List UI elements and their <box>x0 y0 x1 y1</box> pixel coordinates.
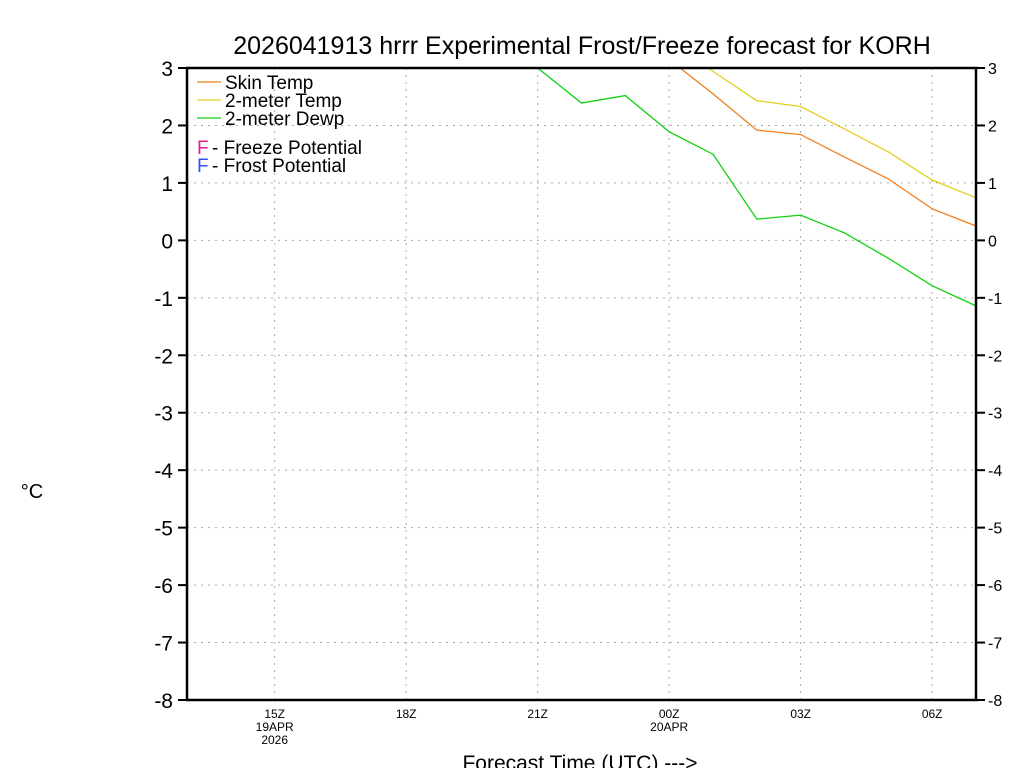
series-line-2-meter-dewp <box>537 68 976 307</box>
y-tick-label-right: -8 <box>988 693 1002 710</box>
annotation-marker: F <box>197 138 209 159</box>
data-point <box>580 102 583 104</box>
y-tick-label-right: -3 <box>988 406 1002 423</box>
x-tick-label: 06Z <box>922 707 943 721</box>
data-point <box>931 208 933 210</box>
y-tick-label-left: 3 <box>161 58 173 81</box>
x-tick-label: 00Z <box>659 707 680 721</box>
data-point <box>668 131 670 133</box>
data-point <box>712 93 714 95</box>
y-tick-label-left: -4 <box>154 460 173 483</box>
y-tick-label-left: -7 <box>154 633 173 656</box>
data-point <box>843 156 846 158</box>
x-tick-label: 19APR <box>256 720 294 734</box>
y-tick-label-right: 0 <box>988 233 997 250</box>
series-lines <box>537 68 976 307</box>
y-tick-label-right: 1 <box>988 176 997 193</box>
y-axis-label: °C <box>21 481 43 503</box>
y-tick-label-left: -3 <box>154 403 173 426</box>
y-tick-label-right: -6 <box>988 578 1002 595</box>
y-tick-label-left: -5 <box>154 518 173 541</box>
legend-label: 2-meter Dewp <box>225 109 344 130</box>
x-tick-label: 2026 <box>261 733 288 747</box>
data-point <box>756 218 758 220</box>
y-tick-label-left: -6 <box>154 575 173 598</box>
legend-label: Skin Temp <box>225 73 313 94</box>
plot-frame <box>185 66 978 702</box>
data-point <box>843 232 846 234</box>
annotation-label: - Frost Potential <box>212 156 346 177</box>
y-tick-label-right: -1 <box>988 291 1002 308</box>
data-point <box>931 285 933 287</box>
grid-lines <box>187 67 976 701</box>
chart-title: 2026041913 hrrr Experimental Frost/Freez… <box>233 32 931 60</box>
y-tick-label-left: 2 <box>161 115 173 138</box>
x-tick-label: 03Z <box>790 707 811 721</box>
data-point <box>712 153 714 155</box>
x-axis-label: Forecast Time (UTC) ---> <box>462 752 697 768</box>
y-tick-label-right: 3 <box>988 61 997 78</box>
x-tick-label: 18Z <box>396 707 417 721</box>
y-tick-label-right: 2 <box>988 118 997 135</box>
y-tick-label-left: 0 <box>161 230 173 253</box>
y-tick-label-right: -7 <box>988 636 1002 653</box>
y-tick-label-left: -1 <box>154 288 173 311</box>
legend-label: 2-meter Temp <box>225 91 342 112</box>
y-tick-label-left: 1 <box>161 173 173 196</box>
data-point <box>800 105 802 108</box>
annotation-marker: F <box>197 156 209 177</box>
x-tick-label: 21Z <box>527 707 548 721</box>
y-tick-label-left: -8 <box>154 690 173 713</box>
data-point <box>800 214 802 216</box>
y-tick-label-right: -4 <box>988 463 1002 480</box>
data-point <box>887 151 889 153</box>
data-point <box>712 70 714 73</box>
y-tick-label-right: -2 <box>988 348 1002 365</box>
x-tick-label: 15Z <box>264 707 285 721</box>
series-line-skin-temp <box>679 68 976 227</box>
x-tick-label: 20APR <box>650 720 688 734</box>
y-tick-label-right: -5 <box>988 521 1002 538</box>
data-point <box>756 100 758 102</box>
data-point <box>887 257 889 259</box>
series-line-2-meter-temp <box>707 68 976 199</box>
annotation-label: - Freeze Potential <box>212 138 362 159</box>
data-point <box>800 134 802 136</box>
data-point <box>843 128 846 130</box>
data-point <box>756 129 758 131</box>
data-point <box>887 178 889 180</box>
data-point <box>624 94 626 97</box>
y-axis-ticks: 3 3 2 2 1 1 0 0 -1 -1 -2 -2 -3 -3 -4 -4 -5 -5 -6 -6 -7 -7 -8 -8 <box>154 58 1002 713</box>
data-point <box>931 179 933 181</box>
y-tick-label-left: -2 <box>154 345 173 368</box>
